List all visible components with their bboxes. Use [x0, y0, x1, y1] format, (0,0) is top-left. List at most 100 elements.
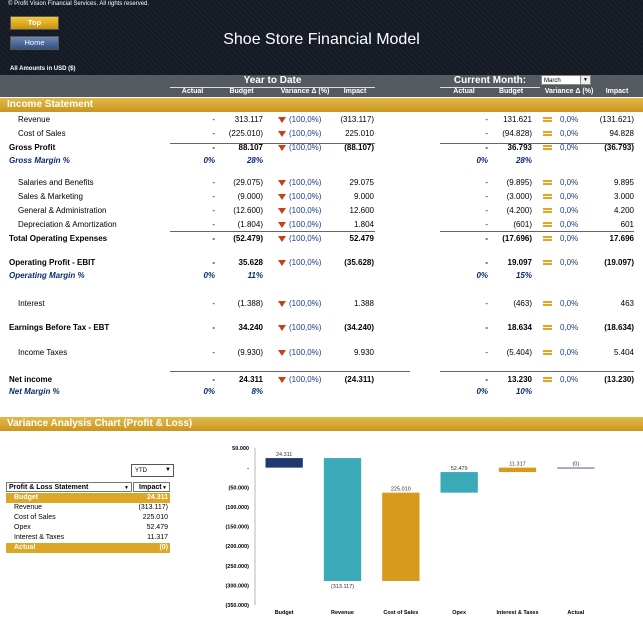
ytd-actual-cell: -: [212, 323, 215, 332]
pl-row-label: Opex: [14, 524, 31, 531]
chevron-down-icon: ▼: [165, 467, 171, 473]
equal-icon: [543, 194, 552, 200]
variance-value: (100,0%): [289, 323, 322, 332]
cm-impact-cell: 3.000: [613, 192, 634, 201]
variance-value: (100,0%): [289, 192, 322, 201]
pl-col-header-label: Profit & Loss Statement: [9, 484, 89, 491]
row-divider: [440, 371, 634, 372]
ytd-actual-cell: -: [212, 220, 215, 229]
ytd-budget-cell: (225.010): [228, 129, 263, 138]
ytd-impact-cell: (313.117): [340, 115, 374, 124]
table-row: Net Margin % 0% 8% 0% 10%: [0, 386, 643, 398]
pl-row-value: 24.311: [146, 494, 168, 501]
table-row: Total Operating Expenses - (52.479) (100,0%…: [0, 233, 643, 245]
cm-variance-cell: 0,0%: [543, 299, 583, 309]
variance-value: (100,0%): [289, 234, 322, 243]
down-arrow-icon: [278, 144, 286, 151]
cm-actual-cell: -: [485, 323, 488, 332]
pl-row-value: 225.010: [142, 514, 168, 521]
ytd-variance-cell: (100,0%): [278, 220, 338, 230]
y-tick-label: -: [247, 466, 249, 472]
cm-impact-cell: 4.200: [613, 206, 634, 215]
row-label: General & Administration: [18, 206, 107, 215]
ytd-impact-cell: 29.075: [349, 178, 374, 187]
variance-waterfall-chart: 50.000 - (50.000) (100.000) (150.000) (200.00…: [225, 446, 595, 616]
ytd-budget-cell: (52.479): [233, 234, 263, 243]
row-label: Gross Margin %: [9, 156, 70, 165]
ytd-budget-cell: 35.628: [238, 258, 263, 267]
equal-icon: [543, 145, 552, 151]
down-arrow-icon: [278, 349, 286, 356]
ytd-variance-cell: (100,0%): [278, 348, 338, 358]
bar-budget: [265, 458, 303, 468]
pl-row-label: Budget: [14, 494, 39, 501]
month-select[interactable]: March ▼: [541, 75, 591, 85]
x-tick-label: Budget: [275, 610, 294, 616]
pl-row-label: Revenue: [14, 504, 43, 511]
cm-impact-cell: (36.793): [604, 143, 634, 152]
top-button[interactable]: Top: [10, 16, 59, 30]
variance-chart-header: Variance Analysis Chart (Profit & Loss): [0, 417, 643, 431]
variance-value: 0,0%: [560, 348, 579, 357]
home-button[interactable]: Home: [10, 36, 59, 50]
variance-value: (100,0%): [289, 375, 322, 384]
current-month-group-label: Current Month:: [440, 75, 540, 88]
down-arrow-icon: [278, 221, 286, 228]
impact-col-header[interactable]: Impact ▼: [133, 482, 170, 492]
pl-row-value: (313.117): [138, 504, 168, 511]
cm-variance-cell: 0,0%: [543, 206, 583, 216]
down-arrow-icon: [278, 300, 286, 307]
table-row: Gross Margin % 0% 28% 0% 28%: [0, 155, 643, 167]
variance-value: 0,0%: [560, 129, 579, 138]
cm-budget-cell: (4.200): [506, 206, 532, 215]
variance-value: (100,0%): [289, 206, 322, 215]
month-select-value: March: [544, 78, 561, 84]
ytd-variance-cell: (100,0%): [278, 299, 338, 309]
cm-actual-cell: -: [485, 375, 488, 384]
ytd-impact-cell: 1.804: [353, 220, 374, 229]
ytd-actual-cell: -: [212, 206, 215, 215]
cm-budget-cell: 13.230: [507, 375, 532, 384]
down-arrow-icon: [278, 207, 286, 214]
list-item: Cost of Sales 225.010: [6, 513, 170, 523]
pl-row-value: 11.317: [147, 534, 168, 541]
ytd-variance-cell: (100,0%): [278, 129, 338, 139]
ytd-impact-cell: 52.479: [349, 234, 374, 243]
cm-actual-cell: -: [485, 299, 488, 308]
equal-icon: [543, 208, 552, 214]
row-label: Net income: [9, 375, 53, 384]
cm-impact-cell: 5.404: [613, 348, 634, 357]
variance-value: 0,0%: [560, 220, 579, 229]
cm-actual-cell: -: [485, 129, 488, 138]
variance-value: (100,0%): [289, 299, 322, 308]
list-item: Opex 52.479: [6, 523, 170, 533]
filter-icon: ▼: [124, 485, 129, 491]
pl-col-header[interactable]: Profit & Loss Statement ▼: [6, 482, 132, 492]
x-tick-label: Interest & Taxes: [496, 610, 538, 616]
cm-variance-cell: 0,0%: [543, 192, 583, 202]
cm-impact-cell: (131.621): [599, 115, 634, 124]
cm-budget-cell: 18.634: [507, 323, 532, 332]
pl-row-label: Cost of Sales: [14, 514, 56, 521]
variance-value: (100,0%): [289, 129, 322, 138]
down-arrow-icon: [278, 376, 286, 383]
down-arrow-icon: [278, 259, 286, 266]
cm-variance-cell: 0,0%: [543, 234, 583, 244]
ytd-budget-cell: 34.240: [238, 323, 263, 332]
ytd-budget-cell: (9.930): [237, 348, 263, 357]
cm-variance-cell: 0,0%: [543, 115, 583, 125]
table-row: Depreciation & Amortization - (1.804) (100,…: [0, 219, 643, 231]
ytd-actual-cell: 0%: [203, 156, 215, 165]
equal-icon: [543, 325, 552, 331]
col-ytd-impact: Impact: [343, 88, 367, 95]
period-select[interactable]: YTD ▼: [131, 464, 174, 477]
row-label: Gross Profit: [9, 143, 56, 152]
cm-impact-cell: (19.097): [604, 258, 634, 267]
variance-value: (100,0%): [289, 220, 322, 229]
pl-row-value: 52.479: [146, 524, 168, 531]
col-cm-impact: Impact: [605, 88, 629, 95]
cm-budget-cell: 131.621: [503, 115, 532, 124]
cm-variance-cell: 0,0%: [543, 348, 583, 358]
table-row: Net income - 24.311 (100,0%) (24.311) - 13.230…: [0, 374, 643, 386]
row-divider: [170, 371, 410, 372]
